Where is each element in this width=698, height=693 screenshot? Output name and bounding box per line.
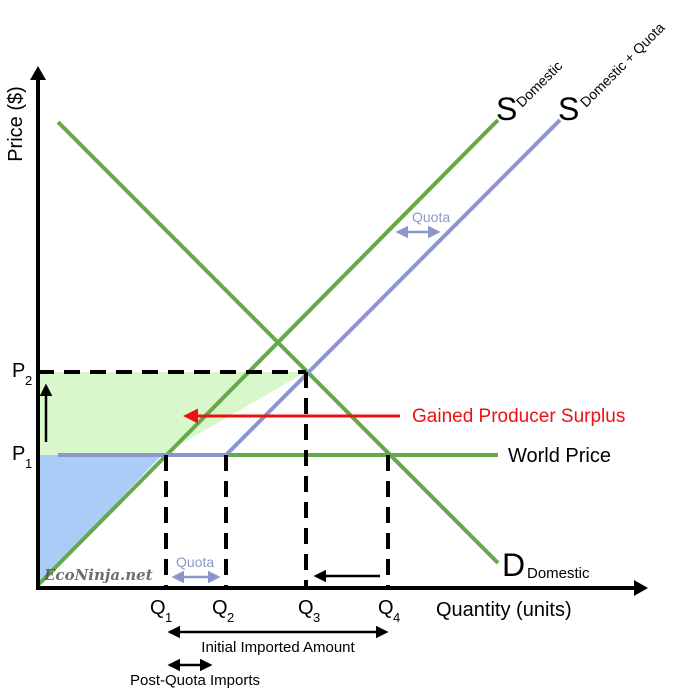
svg-text:Q: Q: [212, 597, 228, 619]
world-price-label: World Price: [508, 445, 611, 467]
quota-lower-label: Quota: [176, 554, 214, 570]
supply-domestic-curve: [36, 118, 500, 587]
svg-text:Domestic + Quota: Domestic + Quota: [577, 19, 668, 110]
svg-text:Domestic: Domestic: [527, 565, 590, 582]
svg-text:1: 1: [165, 610, 172, 625]
price-label-p1: P 1: [12, 443, 32, 471]
quantity-label-q3: Q 3: [298, 597, 320, 625]
svg-text:Q: Q: [150, 597, 166, 619]
svg-text:S: S: [558, 91, 579, 127]
svg-text:4: 4: [393, 610, 400, 625]
svg-text:Q: Q: [378, 597, 394, 619]
supply-domestic-label: S Domestic: [496, 58, 565, 127]
quota-upper-label: Quota: [412, 209, 450, 225]
svg-text:2: 2: [227, 610, 234, 625]
quantity-label-q4: Q 4: [378, 597, 400, 625]
econinja-watermark: EcoNinja.net: [43, 566, 153, 584]
x-axis-arrowhead: [634, 580, 648, 596]
y-axis-label: Price ($): [5, 86, 27, 162]
post-quota-imports-label: Post-Quota Imports: [130, 672, 260, 689]
svg-text:1: 1: [25, 456, 32, 471]
gained-producer-surplus-label: Gained Producer Surplus: [412, 406, 625, 427]
price-label-p2: P 2: [12, 360, 32, 388]
demand-label: D Domestic: [502, 547, 590, 583]
svg-text:P: P: [12, 443, 25, 465]
supply-domestic-plus-quota-curve: [224, 118, 562, 457]
dashed-guides: [38, 370, 390, 588]
x-axis-label: Quantity (units): [436, 599, 572, 621]
supply-quota-label: S Domestic + Quota: [558, 19, 668, 127]
gained-producer-surplus-area: [38, 372, 306, 455]
initial-imported-amount-label: Initial Imported Amount: [201, 639, 355, 656]
svg-text:Q: Q: [298, 597, 314, 619]
svg-text:P: P: [12, 360, 25, 382]
svg-text:2: 2: [25, 373, 32, 388]
svg-text:S: S: [496, 91, 517, 127]
svg-text:3: 3: [313, 610, 320, 625]
y-axis-arrowhead: [30, 66, 46, 80]
quantity-label-q2: Q 2: [212, 597, 234, 625]
svg-text:D: D: [502, 547, 525, 583]
quantity-label-q1: Q 1: [150, 597, 172, 625]
